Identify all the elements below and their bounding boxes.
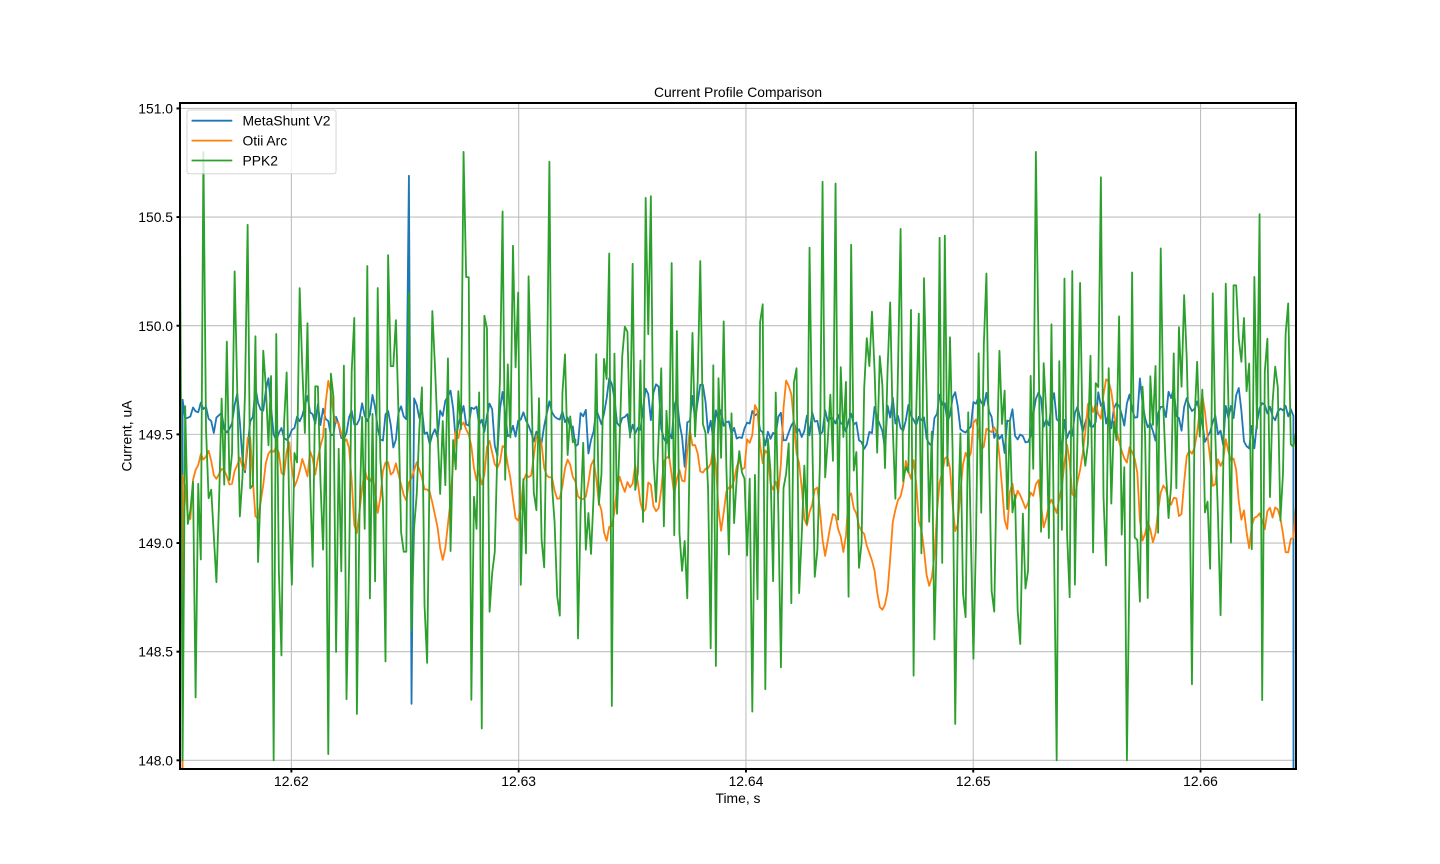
svg-text:Current, uA: Current, uA [118,400,134,472]
svg-text:150.5: 150.5 [138,209,173,225]
svg-text:148.0: 148.0 [138,752,173,768]
svg-text:Time, s: Time, s [716,790,761,806]
svg-text:12.65: 12.65 [956,773,991,789]
svg-text:148.5: 148.5 [138,644,173,660]
svg-text:150.0: 150.0 [138,318,173,334]
svg-text:12.66: 12.66 [1183,773,1218,789]
svg-text:MetaShunt V2: MetaShunt V2 [243,113,331,129]
svg-text:149.0: 149.0 [138,535,173,551]
svg-text:149.5: 149.5 [138,426,173,442]
svg-text:Otii Arc: Otii Arc [243,132,288,148]
svg-text:151.0: 151.0 [138,100,173,116]
svg-text:12.63: 12.63 [501,773,536,789]
svg-text:PPK2: PPK2 [243,152,279,168]
svg-text:12.64: 12.64 [729,773,764,789]
svg-text:Current Profile Comparison: Current Profile Comparison [654,84,822,100]
svg-text:12.62: 12.62 [274,773,309,789]
